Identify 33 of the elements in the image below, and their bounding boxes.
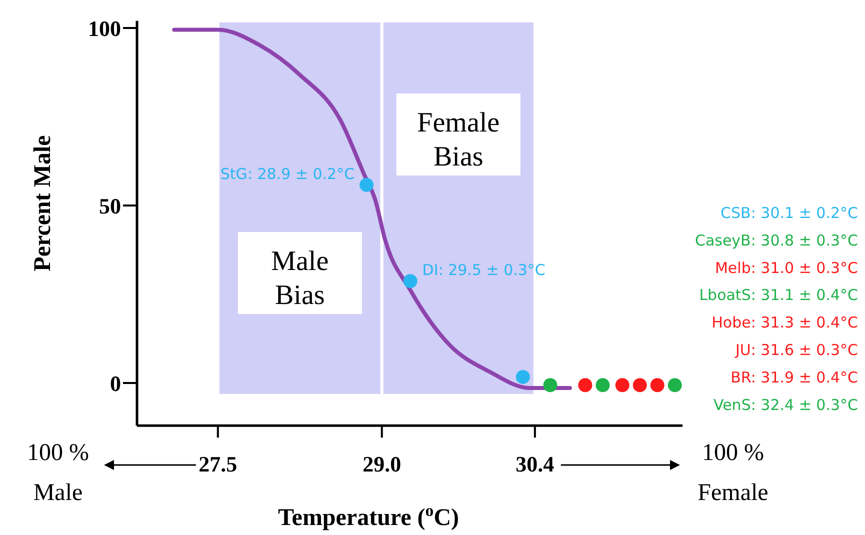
text: Hobe: 31.3 ± 0.4°C [712, 314, 858, 332]
band-label: Female Bias [417, 108, 500, 172]
text: Melb: 31.0 ± 0.3°C [714, 258, 858, 277]
point [360, 178, 374, 192]
text: BR: 31.9 ± 0.4°C [730, 368, 858, 386]
x-tick-label: 30.4 [516, 452, 554, 477]
point [596, 378, 610, 392]
point [578, 378, 592, 392]
point [632, 378, 647, 392]
text: 100 % Male [27, 440, 89, 506]
y-axis-title: Percent Male [30, 134, 56, 272]
point [403, 274, 418, 288]
text: JU: 31.6 ± 0.3°C [734, 341, 858, 359]
text: LboatS: 31.1 ± 0.4°C [699, 286, 858, 304]
text: CaseyB: 30.8 ± 0.3°C [694, 231, 858, 250]
point [615, 378, 630, 392]
point [516, 370, 530, 384]
x-axis-title: Temperature ($^{o}$C) [278, 500, 460, 531]
point [543, 378, 558, 392]
band-label: Male Bias [271, 246, 329, 311]
point [668, 378, 682, 392]
text: CSB: 30.1 ± 0.2°C [720, 204, 858, 222]
text: 100 % Female [698, 440, 768, 506]
y-tick-label: 50 [99, 194, 121, 218]
line-series [172, 28, 572, 390]
y-tick-label: 100 [88, 16, 121, 41]
x-tick-label: 27.5 [198, 452, 238, 477]
annotation: DI: 29.5 ± 0.3°C [422, 261, 546, 280]
text: VenS: 32.4 ± 0.3°C [713, 396, 858, 414]
annotation: StG: 28.9 ± 0.2°C [220, 164, 355, 183]
x-tick-label: 29.0 [362, 452, 402, 477]
point [650, 378, 664, 392]
y-tick-label: 0 [110, 371, 121, 396]
